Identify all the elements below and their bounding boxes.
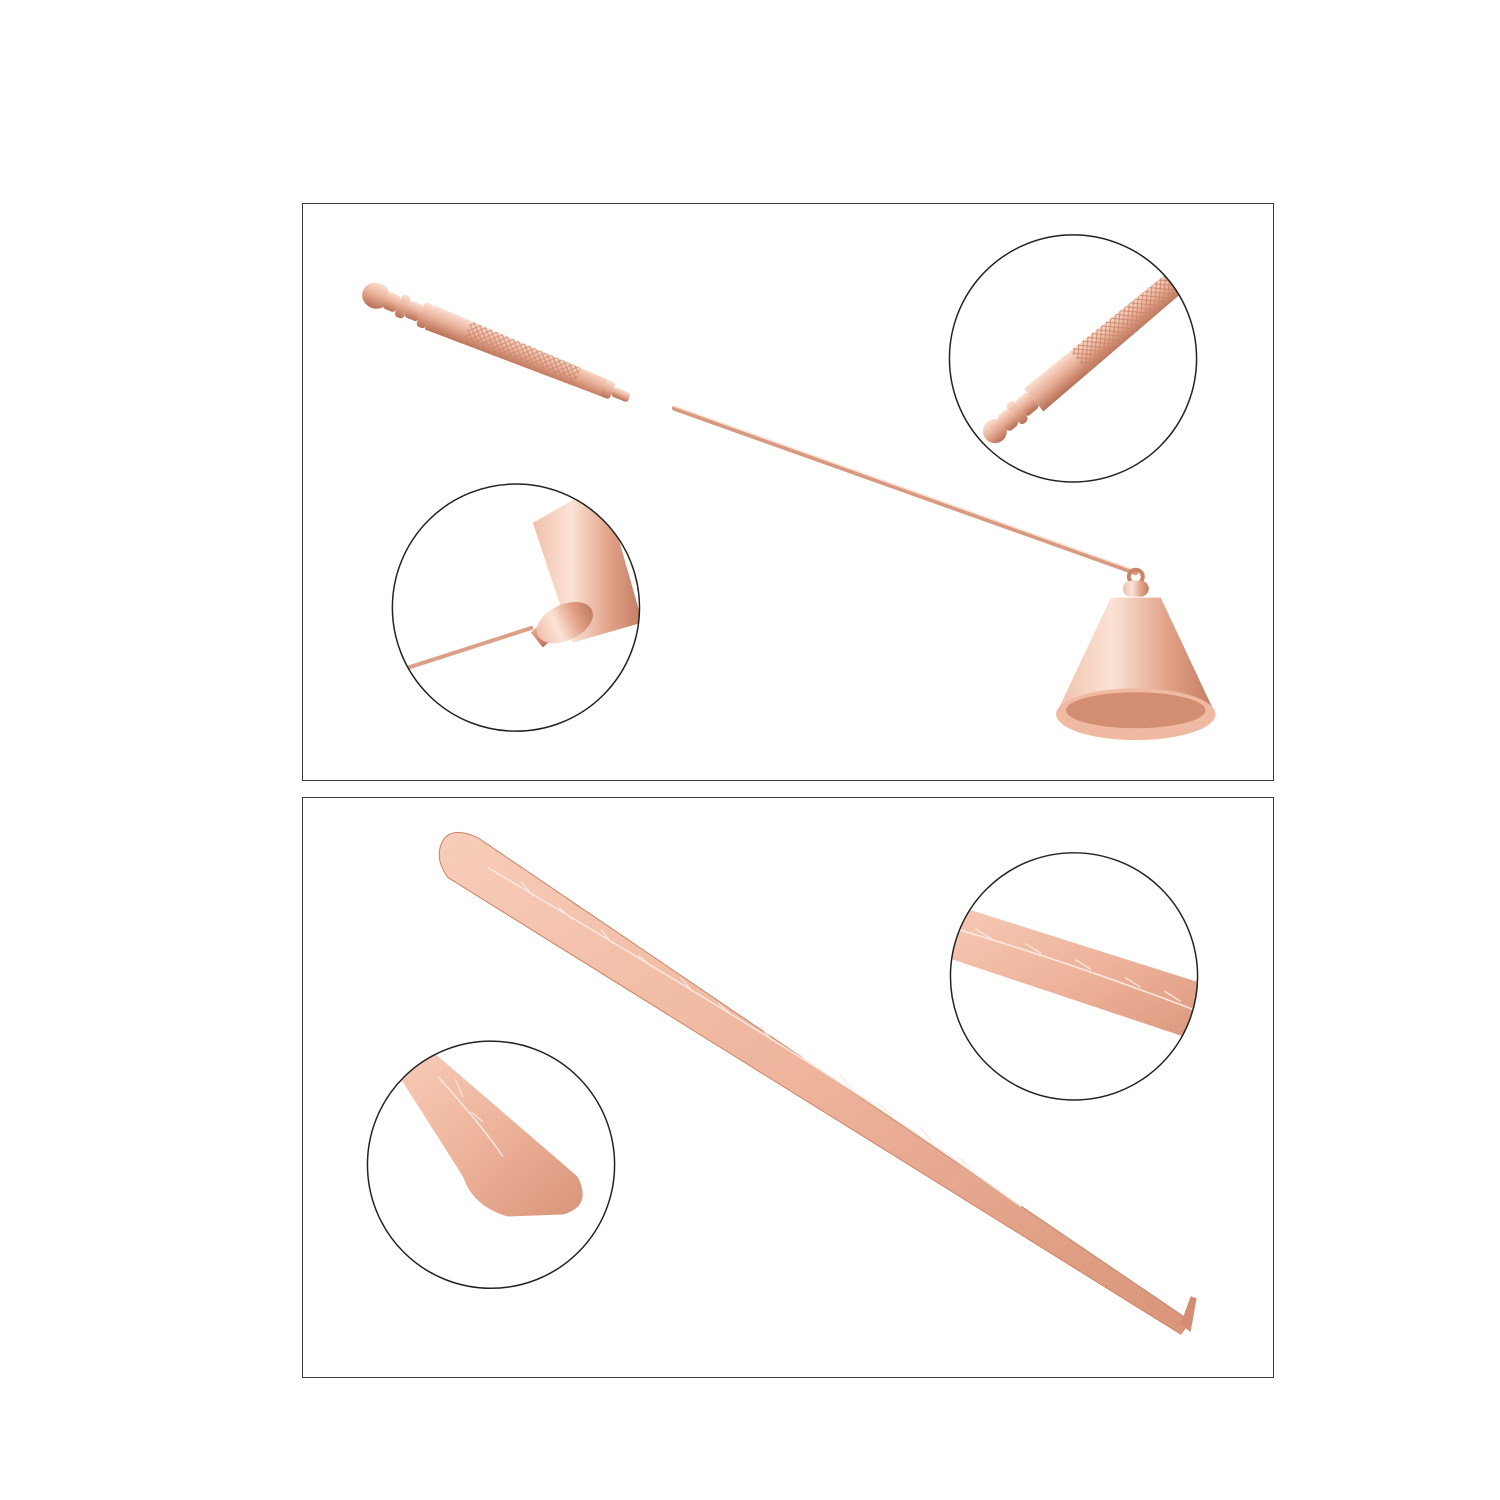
wick-dipper-illustration — [366, 831, 1199, 1335]
wick-dipper-panel — [302, 797, 1274, 1378]
snuffer-bell-closeup — [391, 483, 641, 732]
snuffer-handle-closeup — [948, 234, 1198, 483]
snuffer-rod — [671, 405, 1139, 576]
candle-snuffer-illustration — [362, 234, 1216, 741]
dipper-shaft-closeup — [949, 852, 1199, 1101]
snuffer-bell — [1056, 567, 1216, 741]
wick-dipper — [438, 831, 1197, 1335]
dipper-tip-closeup — [366, 1040, 616, 1290]
candle-snuffer-panel — [302, 203, 1274, 781]
snuffer-handle — [362, 282, 631, 402]
